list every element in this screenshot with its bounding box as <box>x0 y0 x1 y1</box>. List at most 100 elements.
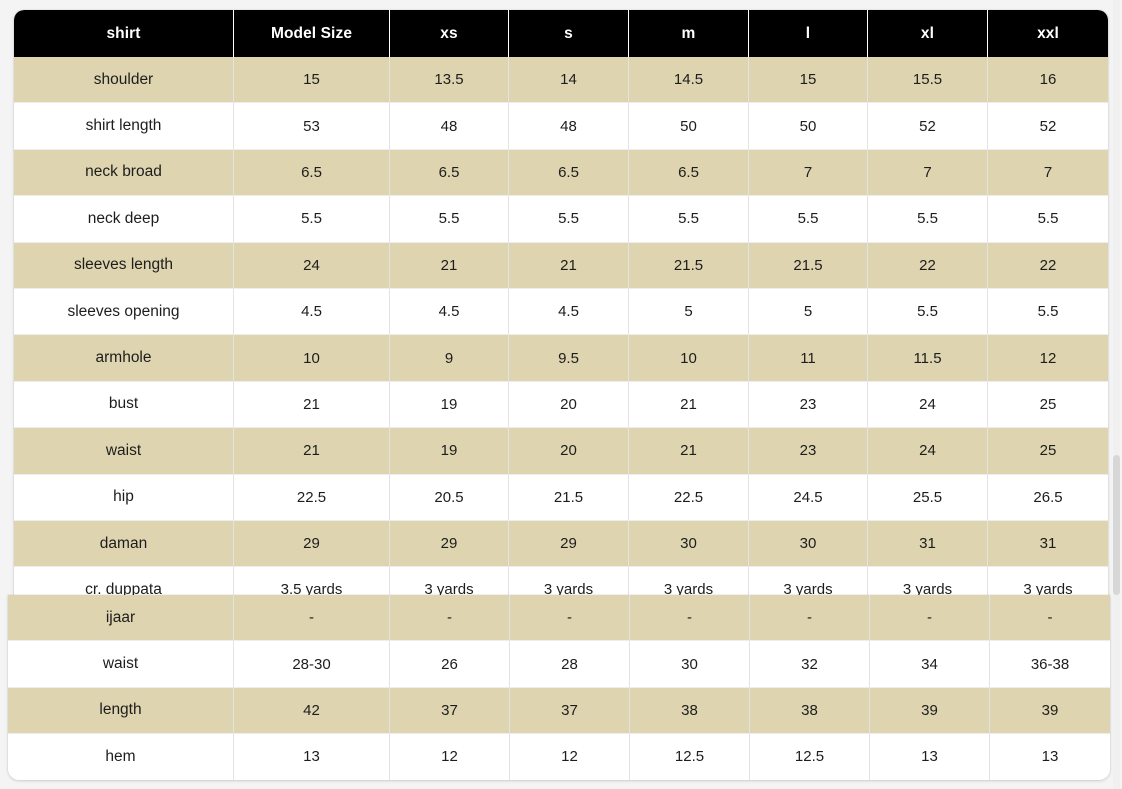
table-row: waist 21 19 20 21 23 24 25 <box>14 428 1108 475</box>
measurement-cell: 30 <box>629 520 749 568</box>
measurement-cell: 21.5 <box>629 242 749 289</box>
measurement-cell: 10 <box>629 335 749 382</box>
table-row: shirt length 53 48 48 50 50 52 52 <box>14 103 1108 150</box>
measurement-cell: 5.5 <box>749 196 868 243</box>
table-row: waist 28-30 26 28 30 32 34 36-38 <box>8 641 1110 688</box>
table-row: length 42 37 37 38 38 39 39 <box>8 687 1110 735</box>
measurement-cell: 39 <box>990 687 1110 735</box>
column-header-xxl: xxl <box>988 10 1108 57</box>
vertical-scrollbar-thumb[interactable] <box>1113 455 1120 595</box>
measurement-cell: 13 <box>870 734 990 780</box>
measurement-cell: 13 <box>990 734 1110 780</box>
measurement-cell: 24 <box>234 242 390 289</box>
table-row: neck deep 5.5 5.5 5.5 5.5 5.5 5.5 5.5 <box>14 196 1108 243</box>
header-row: shirt Model Size xs s m l xl xxl <box>14 10 1108 57</box>
row-label: hem <box>8 734 234 780</box>
table-row: hip 22.5 20.5 21.5 22.5 24.5 25.5 26.5 <box>14 474 1108 521</box>
vertical-scrollbar-track[interactable] <box>1113 0 1120 789</box>
measurement-cell: 32 <box>750 641 870 688</box>
measurement-cell: 50 <box>629 103 749 150</box>
measurement-cell: 28 <box>510 641 630 688</box>
measurement-cell: - <box>870 595 990 642</box>
measurement-cell: 31 <box>988 520 1108 568</box>
measurement-cell: 21.5 <box>749 242 868 289</box>
measurement-cell: - <box>990 595 1110 642</box>
measurement-cell: 37 <box>510 687 630 735</box>
measurement-cell: 13 <box>234 734 390 780</box>
table-row: sleeves opening 4.5 4.5 4.5 5 5 5.5 5.5 <box>14 288 1108 336</box>
measurement-cell: 38 <box>630 687 750 735</box>
measurement-cell: 14 <box>509 57 629 104</box>
measurement-cell: 28-30 <box>234 641 390 688</box>
column-header-xl: xl <box>868 10 988 57</box>
measurement-cell: 21.5 <box>509 474 629 521</box>
measurement-cell: 34 <box>870 641 990 688</box>
shirt-table-header: shirt Model Size xs s m l xl xxl <box>14 10 1108 57</box>
table-row: armhole 10 9 9.5 10 11 11.5 12 <box>14 335 1108 382</box>
table-row: daman 29 29 29 30 30 31 31 <box>14 520 1108 568</box>
measurement-cell: 20.5 <box>390 474 509 521</box>
measurement-cell: 6.5 <box>629 149 749 197</box>
column-header-m: m <box>629 10 749 57</box>
measurement-cell: 7 <box>749 149 868 197</box>
column-header-model-size: Model Size <box>234 10 390 57</box>
column-header-l: l <box>749 10 868 57</box>
measurement-cell: 12.5 <box>750 734 870 780</box>
measurement-cell: 5 <box>749 288 868 336</box>
measurement-cell: 13.5 <box>390 57 509 104</box>
measurement-cell: 25.5 <box>868 474 988 521</box>
measurement-cell: 23 <box>749 428 868 475</box>
measurement-cell: 25 <box>988 381 1108 429</box>
measurement-cell: 25 <box>988 428 1108 475</box>
table-row: hem 13 12 12 12.5 12.5 13 13 <box>8 734 1110 780</box>
measurement-cell: 21 <box>234 428 390 475</box>
measurement-cell: 6.5 <box>509 149 629 197</box>
row-label: bust <box>14 381 234 429</box>
row-label: daman <box>14 520 234 568</box>
measurement-cell: 39 <box>870 687 990 735</box>
measurement-cell: 21 <box>509 242 629 289</box>
measurement-cell: 7 <box>988 149 1108 197</box>
measurement-cell: - <box>750 595 870 642</box>
measurement-cell: 29 <box>509 520 629 568</box>
row-label: hip <box>14 474 234 521</box>
measurement-cell: 5.5 <box>629 196 749 243</box>
measurement-cell: 5.5 <box>234 196 390 243</box>
measurement-cell: 5.5 <box>509 196 629 243</box>
measurement-cell: 5 <box>629 288 749 336</box>
table-row: neck broad 6.5 6.5 6.5 6.5 7 7 7 <box>14 149 1108 197</box>
row-label: sleeves opening <box>14 288 234 336</box>
measurement-cell: 15 <box>749 57 868 104</box>
measurement-cell: 12 <box>510 734 630 780</box>
row-label: waist <box>8 641 234 688</box>
row-label: waist <box>14 428 234 475</box>
measurement-cell: 21 <box>234 381 390 429</box>
measurement-cell: 12 <box>988 335 1108 382</box>
measurement-cell: 12 <box>390 734 510 780</box>
measurement-cell: 48 <box>390 103 509 150</box>
measurement-cell: 22.5 <box>629 474 749 521</box>
measurement-cell: 14.5 <box>629 57 749 104</box>
measurement-cell: 5.5 <box>390 196 509 243</box>
ijaar-table-body: ijaar - - - - - - - waist 28-30 26 28 30 32 34 36-38 len… <box>8 595 1110 780</box>
measurement-cell: 50 <box>749 103 868 150</box>
measurement-cell: 37 <box>390 687 510 735</box>
column-header-shirt: shirt <box>14 10 234 57</box>
measurement-cell: - <box>390 595 510 642</box>
measurement-cell: 9 <box>390 335 509 382</box>
table-row: bust 21 19 20 21 23 24 25 <box>14 381 1108 429</box>
measurement-cell: 21 <box>390 242 509 289</box>
measurement-cell: 21 <box>629 428 749 475</box>
measurement-cell: 5.5 <box>988 196 1108 243</box>
measurement-cell: 29 <box>390 520 509 568</box>
measurement-cell: 22 <box>988 242 1108 289</box>
row-label: sleeves length <box>14 242 234 289</box>
measurement-cell: 11.5 <box>868 335 988 382</box>
measurement-cell: 42 <box>234 687 390 735</box>
measurement-cell: 6.5 <box>234 149 390 197</box>
measurement-cell: 5.5 <box>988 288 1108 336</box>
measurement-cell: 6.5 <box>390 149 509 197</box>
measurement-cell: 23 <box>749 381 868 429</box>
measurement-cell: 22 <box>868 242 988 289</box>
measurement-cell: 36-38 <box>990 641 1110 688</box>
